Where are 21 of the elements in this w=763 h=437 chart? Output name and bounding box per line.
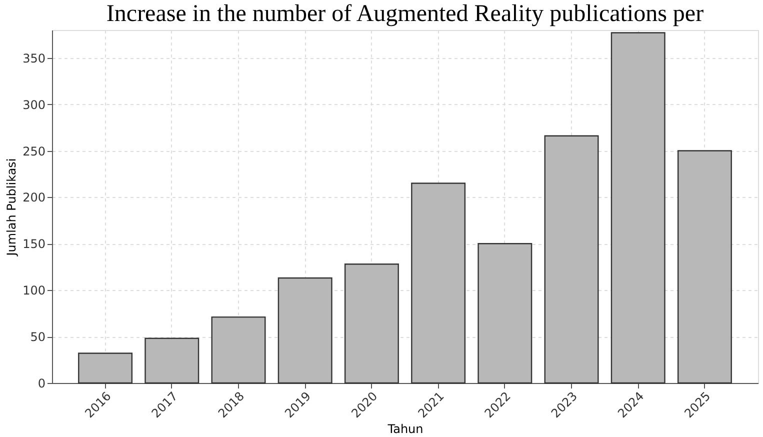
y-tick-label: 100	[22, 284, 46, 298]
bar	[144, 338, 200, 384]
y-tick-label: 350	[22, 51, 46, 66]
bar	[478, 243, 532, 384]
bar	[544, 135, 599, 384]
y-tick-label: 300	[22, 98, 46, 112]
x-axis-title: Tahun	[386, 422, 424, 436]
bar	[278, 277, 332, 384]
chart-title: Increase in the number of Augmented Reality publications per	[106, 1, 704, 27]
y-tick-label: 250	[22, 144, 46, 158]
y-tick-label: 150	[22, 237, 46, 252]
bar	[211, 316, 266, 384]
y-axis-title: Jumlah Publikasi	[4, 158, 19, 257]
bar	[411, 182, 466, 384]
bar	[677, 150, 732, 384]
y-tick-label: 0	[38, 376, 46, 390]
bar	[78, 352, 133, 384]
bar	[610, 32, 666, 384]
y-tick-label: 50	[30, 330, 46, 344]
bar	[344, 263, 399, 384]
y-tick-label: 200	[22, 190, 46, 205]
